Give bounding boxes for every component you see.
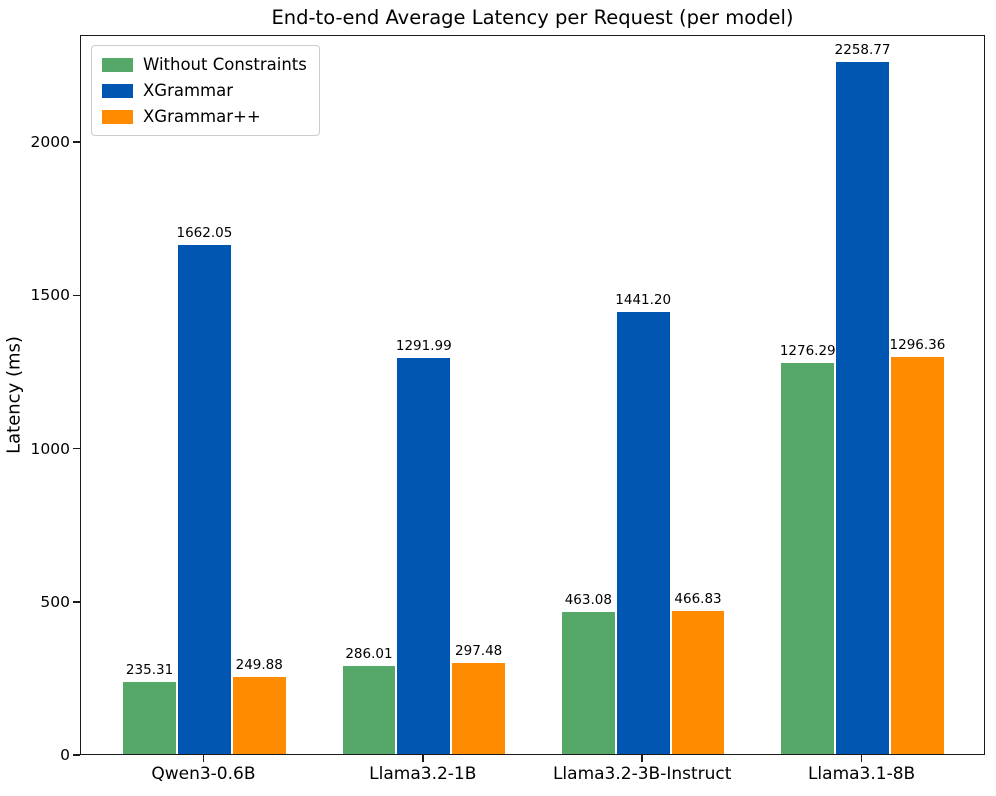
bar-value-label: 1291.99 — [395, 338, 452, 355]
bar-value-label: 1662.05 — [176, 224, 233, 241]
bar — [397, 358, 451, 754]
bar — [123, 681, 176, 754]
bar — [616, 312, 670, 754]
bar — [781, 362, 835, 754]
x-tick-mark — [641, 755, 643, 762]
bar — [452, 662, 506, 754]
y-tick-label: 500 — [40, 592, 70, 611]
y-axis-label: Latency (ms) — [3, 336, 25, 454]
bar — [836, 61, 889, 754]
bar-value-label: 249.88 — [235, 657, 283, 674]
y-tick-label: 1500 — [30, 286, 70, 305]
x-tick-label: Llama3.2-3B-Instruct — [552, 764, 732, 784]
y-tick-mark — [73, 754, 80, 756]
bar-value-label: 2258.77 — [834, 41, 891, 58]
legend-label: XGrammar — [143, 81, 234, 100]
x-tick-label: Qwen3-0.6B — [151, 764, 256, 784]
y-tick-label: 1000 — [30, 439, 70, 458]
x-tick-label: Llama3.1-8B — [807, 764, 916, 784]
legend-swatch — [102, 109, 133, 124]
chart-title: End-to-end Average Latency per Request (… — [271, 6, 794, 29]
y-tick-mark — [73, 294, 80, 297]
legend-swatch — [102, 57, 133, 72]
bar — [671, 610, 725, 754]
x-tick-mark — [860, 755, 863, 762]
y-tick-mark — [73, 601, 80, 603]
bar-value-label: 463.08 — [564, 592, 612, 609]
bar-value-label: 1296.36 — [889, 336, 946, 353]
y-tick-mark — [73, 141, 80, 144]
bar-value-label: 1441.20 — [615, 292, 672, 309]
legend-item: XGrammar — [102, 81, 307, 100]
bar — [177, 244, 231, 754]
legend-label: Without Constraints — [143, 55, 307, 74]
bar — [891, 356, 944, 754]
y-tick-mark — [73, 447, 80, 450]
legend-item: XGrammar++ — [102, 107, 307, 126]
legend-label: XGrammar++ — [143, 107, 261, 126]
x-tick-mark — [422, 755, 424, 762]
bar-value-label: 1276.29 — [779, 342, 836, 359]
y-tick-label: 2000 — [30, 133, 70, 152]
bar-value-label: 466.83 — [674, 590, 722, 607]
legend-item: Without Constraints — [102, 55, 307, 74]
bar — [232, 677, 286, 754]
bar-value-label: 286.01 — [345, 646, 393, 663]
plot-area: Without Constraints XGrammar XGrammar++ 23… — [80, 35, 985, 755]
bar — [561, 612, 615, 754]
legend-swatch — [102, 83, 133, 98]
bar — [342, 666, 396, 754]
x-tick-mark — [202, 755, 205, 762]
bar-value-label: 235.31 — [125, 661, 174, 678]
y-tick-label: 0 — [60, 746, 70, 764]
bar-value-label: 297.48 — [455, 642, 503, 659]
x-tick-label: Llama3.2-1B — [369, 764, 477, 784]
legend: Without Constraints XGrammar XGrammar++ — [91, 45, 320, 136]
